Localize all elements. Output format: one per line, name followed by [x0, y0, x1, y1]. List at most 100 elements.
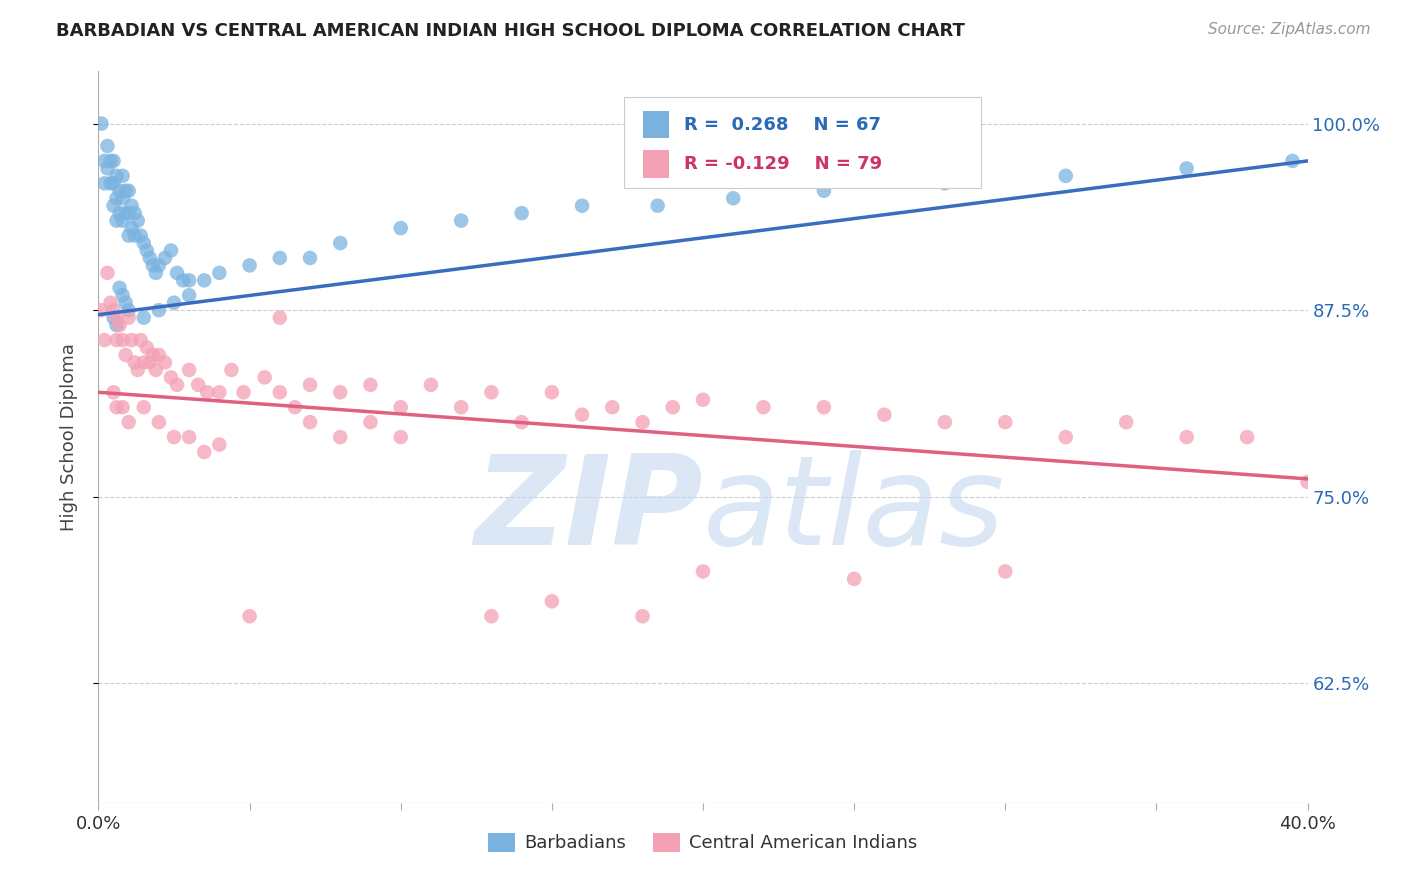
Point — [148, 348, 170, 362]
Point — [934, 177, 956, 191]
Point — [118, 415, 141, 429]
Point — [692, 392, 714, 407]
Point — [208, 385, 231, 400]
Point — [994, 565, 1017, 579]
Point — [124, 355, 146, 369]
Point — [121, 333, 143, 347]
Point — [253, 370, 276, 384]
Point — [450, 401, 472, 415]
Point — [844, 572, 866, 586]
Point — [166, 377, 188, 392]
Point — [100, 177, 122, 191]
Point — [100, 153, 122, 168]
Point — [1175, 430, 1198, 444]
Point — [692, 565, 714, 579]
Point — [103, 303, 125, 318]
Text: BARBADIAN VS CENTRAL AMERICAN INDIAN HIGH SCHOOL DIPLOMA CORRELATION CHART: BARBADIAN VS CENTRAL AMERICAN INDIAN HIG… — [56, 22, 965, 40]
Point — [299, 377, 322, 392]
Point — [96, 161, 118, 176]
Bar — [643, 111, 669, 138]
Point — [103, 385, 125, 400]
Point — [148, 415, 170, 429]
Point — [631, 415, 654, 429]
Point — [93, 153, 115, 168]
Point — [127, 363, 149, 377]
Point — [1115, 415, 1137, 429]
Text: Source: ZipAtlas.com: Source: ZipAtlas.com — [1208, 22, 1371, 37]
Point — [510, 415, 533, 429]
Point — [329, 385, 352, 400]
Point — [269, 251, 291, 265]
Point — [160, 244, 183, 258]
Point — [540, 594, 562, 608]
Point — [100, 295, 122, 310]
Point — [114, 348, 136, 362]
Point — [450, 213, 472, 227]
Point — [647, 199, 669, 213]
Point — [221, 363, 243, 377]
Point — [111, 333, 134, 347]
Point — [132, 401, 155, 415]
Point — [148, 259, 170, 273]
Point — [105, 213, 128, 227]
Point — [105, 318, 128, 332]
Point — [139, 355, 162, 369]
Point — [111, 213, 134, 227]
Point — [571, 199, 593, 213]
Point — [208, 437, 231, 451]
Point — [108, 184, 131, 198]
Text: atlas: atlas — [703, 450, 1005, 571]
Point — [103, 153, 125, 168]
Point — [269, 385, 291, 400]
Point — [193, 273, 215, 287]
Point — [124, 206, 146, 220]
Point — [187, 377, 209, 392]
Point — [132, 355, 155, 369]
Point — [1054, 169, 1077, 183]
Text: R =  0.268    N = 67: R = 0.268 N = 67 — [683, 116, 880, 134]
Point — [121, 199, 143, 213]
Point — [96, 139, 118, 153]
Point — [135, 244, 157, 258]
Point — [93, 333, 115, 347]
Point — [132, 235, 155, 250]
Point — [813, 184, 835, 198]
Point — [153, 251, 176, 265]
Point — [723, 191, 745, 205]
Point — [135, 341, 157, 355]
Point — [631, 609, 654, 624]
Point — [193, 445, 215, 459]
Text: ZIP: ZIP — [474, 450, 703, 571]
Point — [118, 206, 141, 220]
Point — [108, 281, 131, 295]
Point — [114, 206, 136, 220]
Point — [145, 363, 167, 377]
Point — [389, 430, 412, 444]
FancyBboxPatch shape — [624, 97, 981, 188]
Y-axis label: High School Diploma: High School Diploma — [59, 343, 77, 531]
Point — [103, 310, 125, 325]
Point — [160, 370, 183, 384]
Point — [813, 401, 835, 415]
Point — [111, 169, 134, 183]
Point — [96, 266, 118, 280]
Point — [129, 333, 152, 347]
Point — [103, 199, 125, 213]
Point — [105, 401, 128, 415]
Point — [127, 213, 149, 227]
Point — [661, 401, 683, 415]
Point — [299, 415, 322, 429]
Point — [934, 415, 956, 429]
Point — [299, 251, 322, 265]
Point — [118, 228, 141, 243]
Point — [148, 303, 170, 318]
Point — [239, 259, 262, 273]
Point — [163, 430, 186, 444]
Point — [118, 310, 141, 325]
Point — [111, 401, 134, 415]
Point — [90, 117, 112, 131]
Point — [105, 310, 128, 325]
Point — [114, 295, 136, 310]
Point — [153, 355, 176, 369]
Point — [284, 401, 307, 415]
